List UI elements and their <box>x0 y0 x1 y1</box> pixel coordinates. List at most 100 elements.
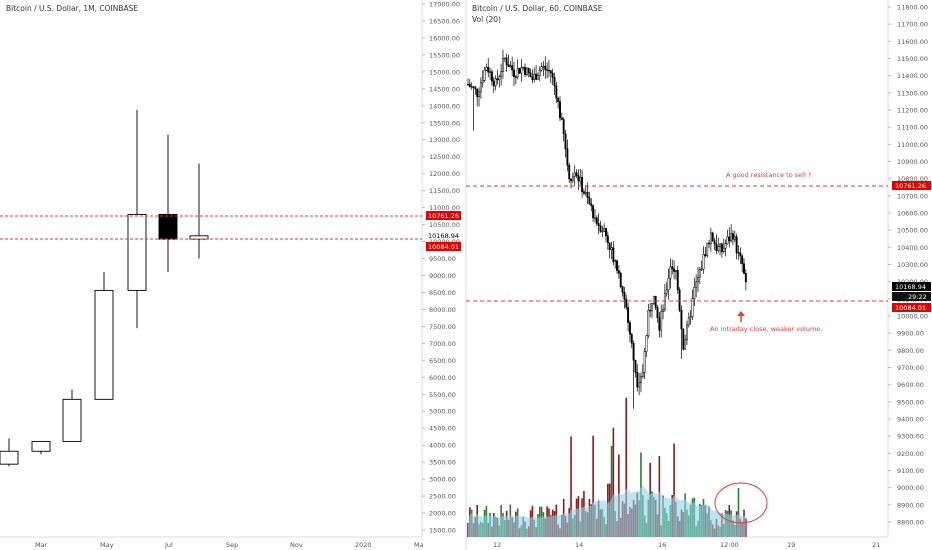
left-price-tick: 11000.00 <box>429 204 460 212</box>
candle-body <box>660 311 663 331</box>
right-price-tick: 10800.00 <box>897 175 928 183</box>
right-price-tick: 9100.00 <box>897 467 924 475</box>
candle-body <box>628 322 631 335</box>
right-price-tick: 10700.00 <box>897 192 928 200</box>
candle-body <box>623 292 626 300</box>
right-price-tick: 8800.00 <box>897 519 924 527</box>
candle-body <box>594 217 596 219</box>
candle-body <box>507 64 510 68</box>
left-candle-body <box>62 398 82 442</box>
candle-body <box>559 101 561 119</box>
candle-body <box>564 133 567 150</box>
candle-body <box>720 243 723 252</box>
left-price-tick: 8500.00 <box>429 289 456 297</box>
candle-body <box>496 78 499 81</box>
left-price-tick: 5500.00 <box>429 391 456 399</box>
candle-body <box>590 203 593 207</box>
right-price-tick: 11400.00 <box>897 72 928 80</box>
candle-body <box>511 65 514 71</box>
left-time-tick: Sep <box>226 541 238 549</box>
candle-body <box>555 85 558 99</box>
candle-body <box>634 359 637 373</box>
candle-body <box>492 80 495 87</box>
candle-body <box>614 260 617 262</box>
candle-body <box>494 78 497 87</box>
candle-body <box>741 255 744 264</box>
badge-last-text: 10168.94 <box>895 283 926 291</box>
candle-body <box>682 328 685 350</box>
candle-body <box>697 276 699 283</box>
candle-body <box>658 317 661 331</box>
candle-body <box>582 191 585 194</box>
right-price-tick: 10300.00 <box>897 261 928 269</box>
left-candle-body <box>94 289 114 400</box>
candle-body <box>568 165 571 180</box>
candle-body <box>557 97 560 102</box>
left-price-tick: 1500.00 <box>429 527 456 535</box>
candle-body <box>649 310 652 312</box>
volume-bar <box>612 427 615 537</box>
volume-bar <box>625 397 628 537</box>
candle-body <box>686 324 688 341</box>
candle-body <box>669 266 672 279</box>
candle-body <box>603 227 606 232</box>
candle-body <box>498 76 501 81</box>
volume-bar <box>570 436 572 537</box>
candle-body <box>566 148 569 166</box>
candle-body <box>595 217 598 224</box>
candle-body <box>743 263 745 274</box>
left-time-tick: Ma <box>414 541 424 549</box>
candle-body <box>719 243 722 247</box>
right-price-tick: 10600.00 <box>897 210 928 218</box>
volume-highlight-circle <box>714 482 768 524</box>
candle-body <box>728 236 731 242</box>
right-price-tick: 9500.00 <box>897 398 924 406</box>
candle-body <box>643 351 646 373</box>
right-time-tick: 16 <box>658 541 666 549</box>
volume-bar <box>673 443 675 537</box>
candle-body <box>641 372 644 378</box>
candle-body <box>527 68 530 74</box>
right-time-tick: 19 <box>787 541 795 549</box>
candle-body <box>702 254 705 270</box>
candle-body <box>588 197 591 204</box>
right-price-tick: 11100.00 <box>897 124 928 132</box>
left-candle-body <box>127 213 147 291</box>
candle-body <box>474 87 477 90</box>
candle-body <box>608 242 611 250</box>
candle-body <box>610 247 613 250</box>
candle-body <box>605 227 607 237</box>
candle-body <box>739 252 742 257</box>
candle-body <box>654 295 657 308</box>
candle-body <box>632 343 635 361</box>
candle-body <box>638 382 641 388</box>
volume-bar <box>745 518 747 537</box>
volume-ma-area <box>468 486 746 537</box>
candle-body <box>662 309 664 312</box>
candle-body <box>630 333 633 344</box>
right-time-tick: 14 <box>575 541 583 549</box>
candle-body <box>698 269 701 278</box>
candle-body <box>645 335 648 352</box>
right-price-tick: 9600.00 <box>897 381 924 389</box>
left-badge-last-text: 10168.94 <box>428 232 459 240</box>
candle-body <box>468 84 471 87</box>
right-price-tick: 9800.00 <box>897 347 924 355</box>
left-price-tick: 9500.00 <box>429 255 456 263</box>
candle-body <box>524 66 526 75</box>
close-annotation: An intraday close, weaker volume. <box>710 325 822 333</box>
candle-body <box>549 70 552 74</box>
candle-body <box>522 66 525 69</box>
left-price-tick: 7000.00 <box>429 340 456 348</box>
candle-body <box>540 66 543 71</box>
left-candle-body <box>158 213 178 240</box>
candle-body <box>505 57 508 65</box>
right-price-tick: 9200.00 <box>897 450 924 458</box>
candle-body <box>503 57 506 59</box>
resistance-annotation: A good resistance to sell ? <box>726 171 811 179</box>
candle-body <box>671 266 674 269</box>
candle-body <box>525 68 528 75</box>
candle-body <box>680 310 683 330</box>
right-price-tick: 9300.00 <box>897 433 924 441</box>
